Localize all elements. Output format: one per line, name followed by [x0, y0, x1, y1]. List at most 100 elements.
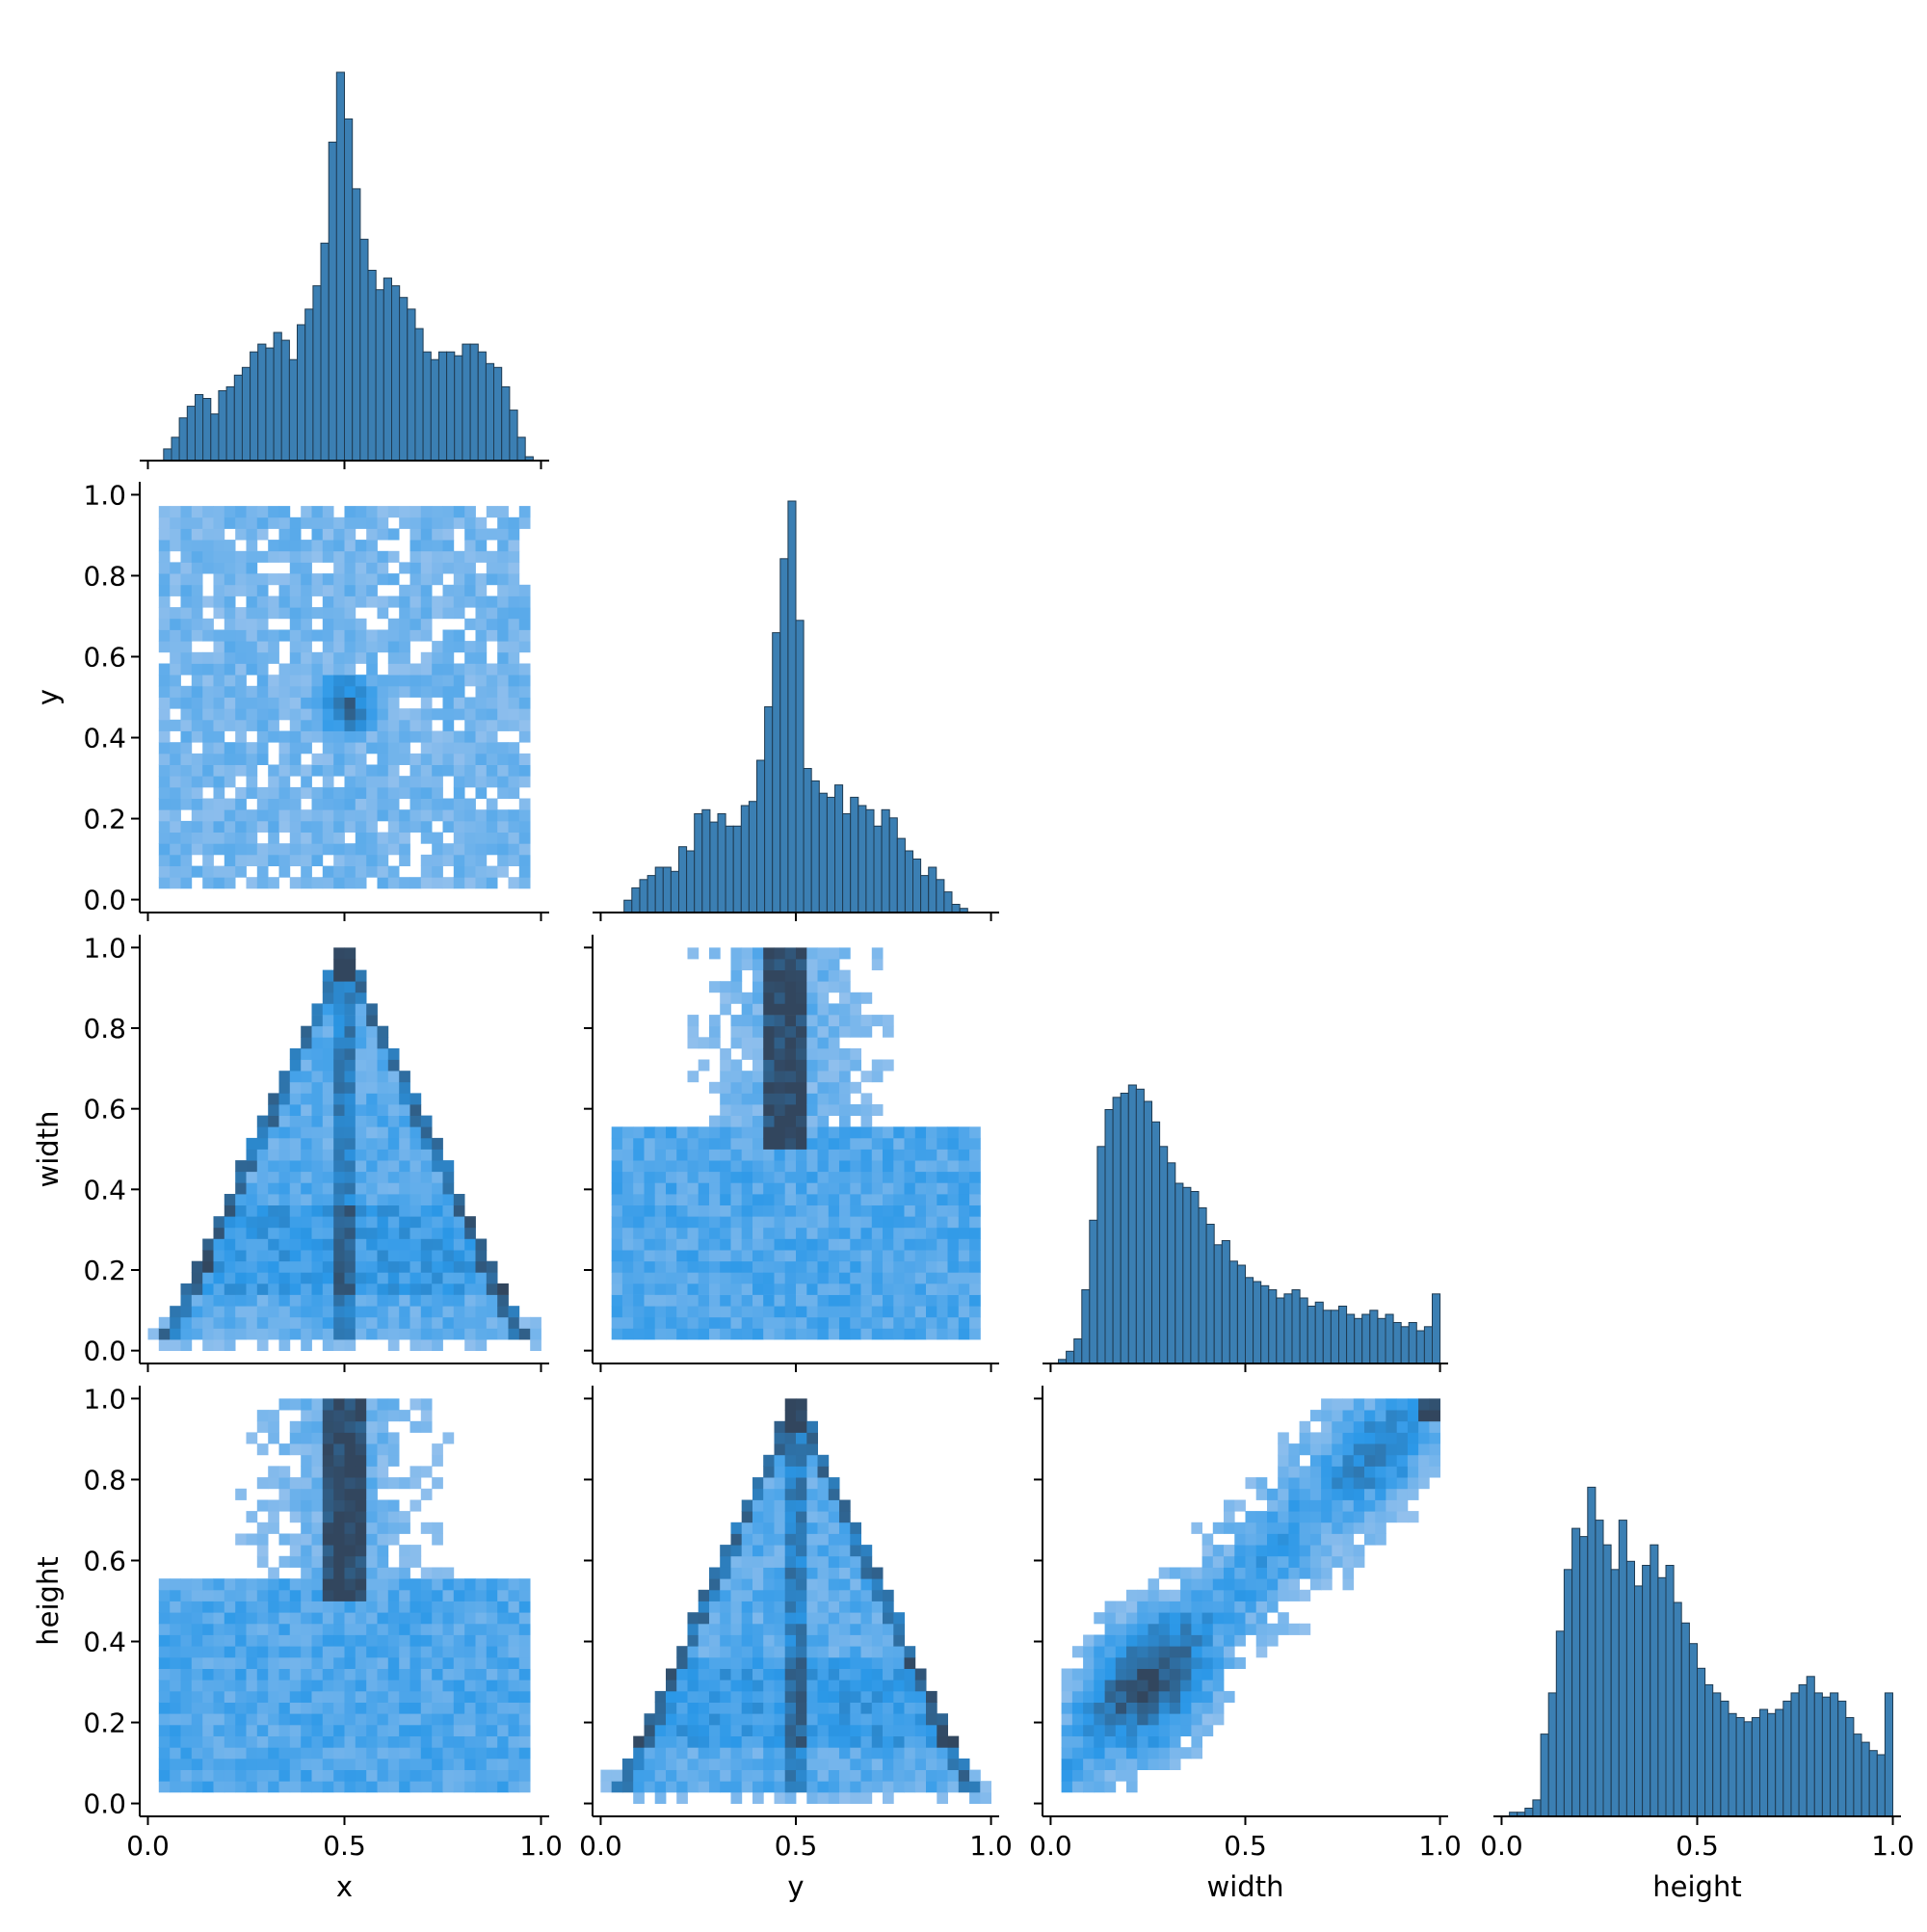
heatmap-cell [850, 1791, 861, 1804]
heatmap-cell [1180, 1601, 1192, 1613]
heatmap-cell [883, 1724, 894, 1736]
heatmap-cell [246, 1668, 258, 1681]
heatmap-cell [1094, 1612, 1105, 1625]
heatmap-cell [763, 1003, 775, 1016]
heatmap-cell [256, 719, 269, 731]
histogram-bar [1813, 1692, 1823, 1817]
heatmap-cell [246, 1690, 258, 1703]
heatmap-cell [709, 981, 721, 993]
heatmap-cell [453, 1724, 465, 1736]
heatmap-cell [333, 1656, 345, 1669]
heatmap-cell [1278, 1454, 1289, 1467]
heatmap-cell [301, 1724, 312, 1736]
heatmap-cell [464, 776, 476, 788]
heatmap-cell [387, 1680, 400, 1692]
heatmap-cell [796, 947, 807, 960]
heatmap-cell [333, 708, 345, 721]
heatmap-cell [235, 1601, 247, 1613]
heatmap-cell [344, 1316, 356, 1329]
heatmap-cell [213, 1713, 225, 1726]
heatmap-cell [170, 1713, 181, 1726]
heatmap-cell [333, 843, 345, 856]
heatmap-cell [268, 550, 279, 563]
heatmap-cell [322, 1059, 334, 1072]
heatmap-cell [796, 1656, 807, 1669]
heatmap-cell [333, 832, 345, 844]
heatmap-cell [366, 1047, 378, 1060]
heatmap-cell [344, 1047, 356, 1060]
heatmap-cell [432, 1702, 443, 1714]
heatmap-cell [904, 1194, 916, 1205]
heatmap-cell [278, 1093, 291, 1105]
heatmap-cell [926, 1702, 937, 1714]
heatmap-cell [611, 1294, 623, 1307]
heatmap-cell [926, 1160, 937, 1173]
heatmap-cell [387, 1781, 400, 1793]
heatmap-cell [508, 663, 520, 675]
heatmap-cell [666, 1204, 677, 1217]
heatmap-cell [170, 1747, 181, 1760]
heatmap-cell [687, 1204, 700, 1217]
heatmap-cell [1158, 1623, 1171, 1635]
heatmap-cell [311, 809, 324, 822]
heatmap-cell [741, 1589, 753, 1601]
heatmap-cell [1115, 1758, 1127, 1770]
heatmap-cell [796, 1668, 807, 1681]
heatmap-cell [475, 809, 488, 822]
heatmap-cell [268, 1466, 279, 1478]
heatmap-cell [666, 1769, 677, 1782]
heatmap-cell [752, 1283, 764, 1295]
heatmap-cell [289, 540, 302, 552]
heatmap-cell [817, 992, 830, 1004]
heatmap-cell [752, 1545, 764, 1557]
heatmap-cell [654, 1182, 667, 1195]
heatmap-cell [246, 786, 258, 799]
heatmap-cell [289, 663, 302, 675]
heatmap-cell [355, 820, 367, 833]
heatmap-cell [399, 1182, 410, 1195]
heatmap-cell [409, 1115, 422, 1127]
heatmap-cell [377, 1171, 389, 1183]
heatmap-cell [1191, 1747, 1202, 1760]
heatmap-cell [904, 1646, 916, 1658]
heatmap-cell [191, 1656, 203, 1669]
histogram-bar [834, 784, 844, 913]
heatmap-cell [399, 1238, 410, 1251]
heatmap-cell [387, 1443, 400, 1456]
heatmap-cell [937, 1328, 948, 1340]
heatmap-cell [937, 1758, 948, 1770]
heatmap-cell [730, 1668, 743, 1681]
heatmap-cell [741, 1646, 753, 1658]
heatmap-cell [784, 1260, 797, 1273]
heatmap-cell [409, 1238, 422, 1251]
heatmap-cell [709, 1646, 721, 1658]
heatmap-cell [784, 1488, 797, 1500]
heatmap-cell [246, 562, 258, 574]
heatmap-cell [289, 562, 302, 574]
heatmap-cell [644, 1724, 656, 1736]
heatmap-cell [366, 1690, 378, 1703]
heatmap-cell [322, 809, 334, 822]
heatmap-cell [709, 1272, 721, 1284]
heatmap-cell [1212, 1522, 1225, 1534]
heatmap-cell [442, 1227, 455, 1239]
heatmap-cell [860, 1612, 873, 1625]
heatmap-cell [774, 1466, 786, 1478]
heatmap-cell [1386, 1488, 1397, 1500]
heatmap-cell [806, 1690, 818, 1703]
y-tick-label: 0.0 [83, 1788, 126, 1820]
heatmap-cell [839, 1656, 851, 1669]
heatmap-cell [246, 1194, 258, 1205]
heatmap-cell [377, 1443, 389, 1456]
heatmap-cell [1104, 1634, 1117, 1647]
heatmap-cell [784, 1216, 797, 1229]
heatmap-cell [322, 1601, 334, 1613]
heatmap-cell [1115, 1735, 1127, 1748]
heatmap-cell [817, 1522, 830, 1534]
heatmap-cell [235, 1328, 247, 1340]
heatmap-cell [698, 1137, 710, 1150]
heatmap-cell [806, 1499, 818, 1512]
heatmap-cell [860, 1702, 873, 1714]
heatmap-cell [377, 742, 389, 754]
heatmap-cell [464, 1578, 476, 1591]
